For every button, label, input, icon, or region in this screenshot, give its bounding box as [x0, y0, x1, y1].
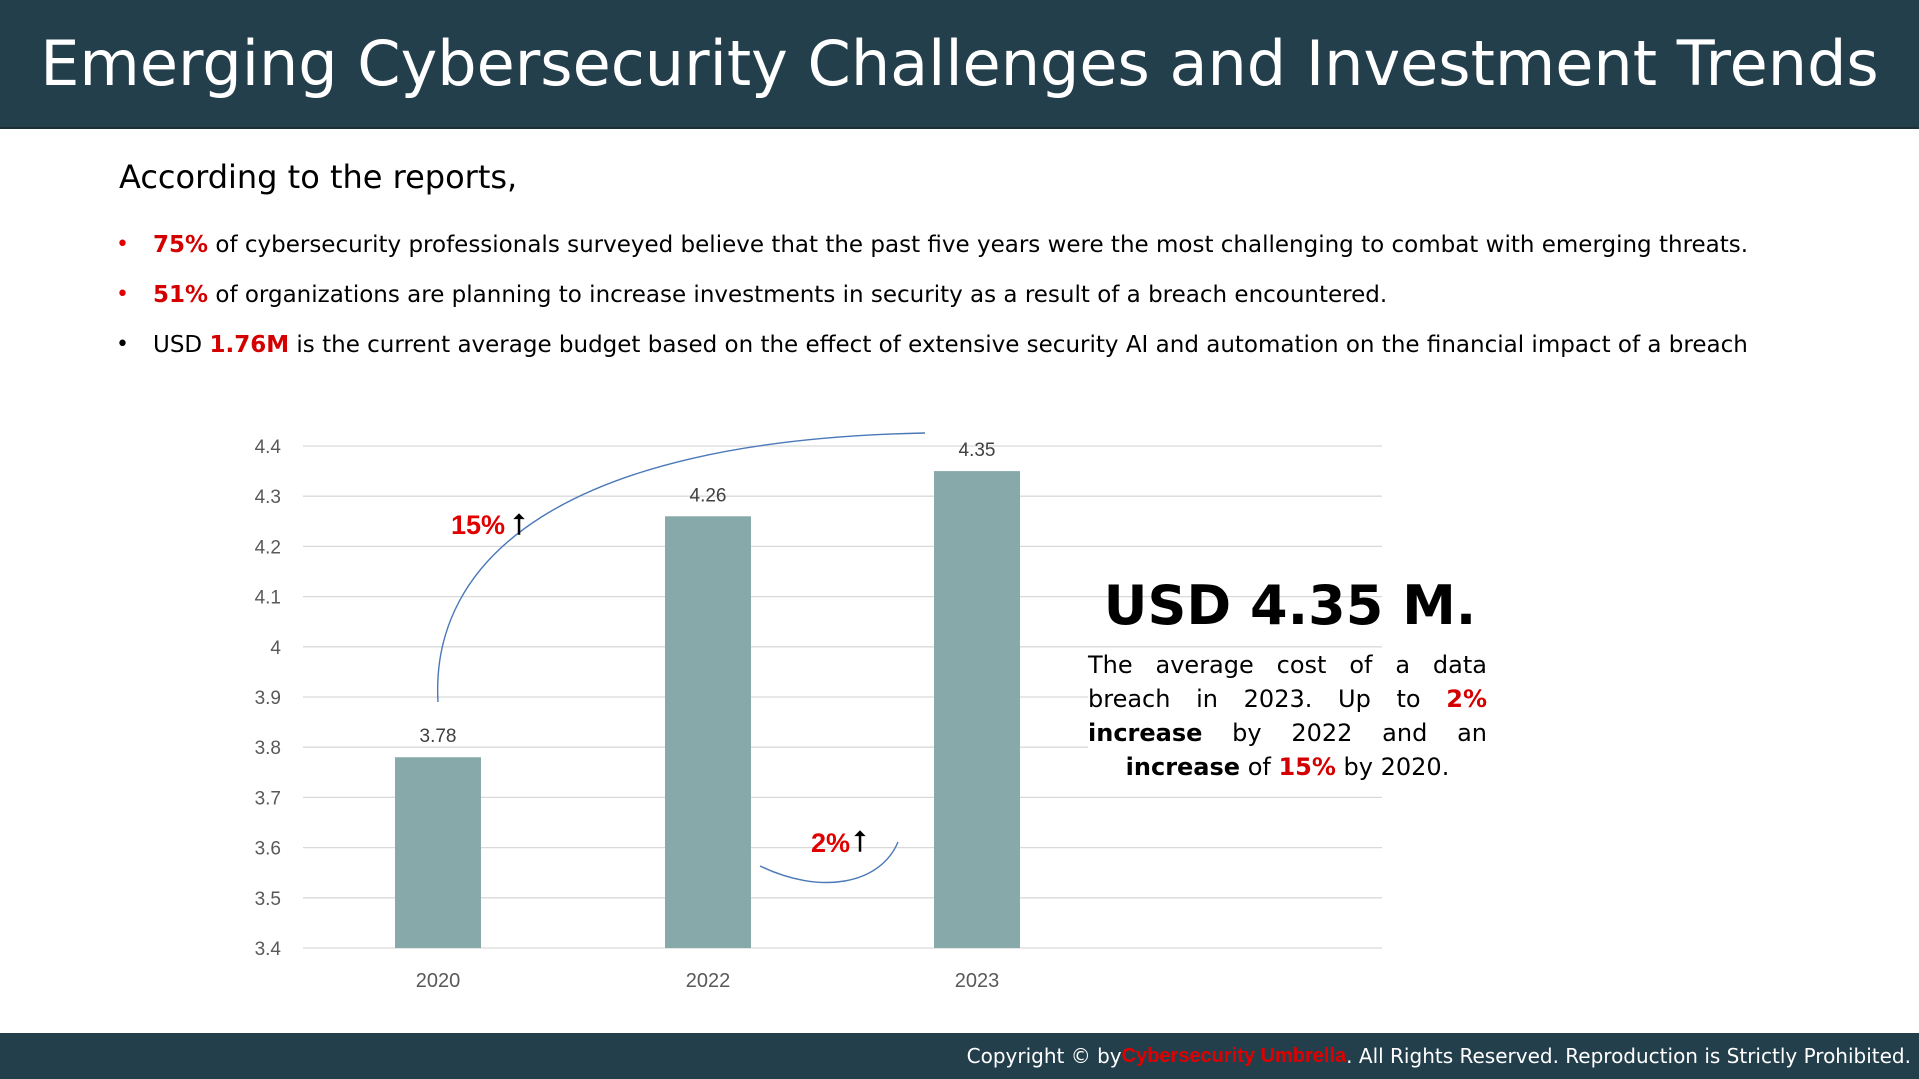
bar-2020 — [395, 757, 481, 948]
data-label-2022: 4.26 — [690, 485, 727, 506]
y-tick-label: 4.1 — [255, 588, 281, 609]
bullet-item-3: • USD 1.76M is the current average budge… — [110, 325, 1748, 375]
callout-bold: increase — [1088, 719, 1203, 747]
y-tick-label: 4.2 — [255, 537, 281, 558]
growth-arc-15 — [436, 432, 926, 703]
intro-text: According to the reports, — [119, 158, 518, 196]
title-bar: Emerging Cybersecurity Challenges and In… — [0, 0, 1919, 129]
bullet-text: is the current average budget based on t… — [289, 332, 1748, 358]
bullet-item-2: • 51% of organizations are planning to i… — [110, 275, 1748, 325]
callout-title: USD 4.35 M. — [1103, 574, 1477, 637]
callout-bold: increase — [1125, 753, 1241, 781]
callout-part: The average cost of a data breach in 202… — [1088, 651, 1487, 713]
callout-highlight: 2% — [1446, 685, 1487, 713]
callout-part: of — [1240, 753, 1279, 781]
annotation-15-label: 15% — [451, 510, 505, 540]
x-tick-label: 2023 — [955, 970, 1000, 992]
bar-2022 — [665, 516, 751, 948]
bars — [395, 471, 1020, 948]
y-tick-label: 4.3 — [255, 487, 281, 508]
bullet-dot: • — [116, 332, 129, 357]
footer: Copyright © by Cybersecurity Umbrella. A… — [0, 1033, 1919, 1079]
y-tick-label: 4.4 — [255, 437, 282, 458]
callout-highlight: 15% — [1278, 753, 1336, 781]
copyright-prefix: Copyright © by — [966, 1044, 1122, 1068]
x-tick-label: 2022 — [686, 970, 731, 992]
y-tick-label: 4 — [270, 638, 281, 659]
bullet-highlight: 51% — [153, 282, 209, 308]
y-tick-label: 3.8 — [255, 738, 281, 759]
y-tick-label: 3.7 — [255, 788, 281, 809]
annotation-2-arrow: ⭡ — [853, 825, 867, 860]
x-tick-label: 2020 — [416, 970, 461, 992]
data-label-2023: 4.35 — [959, 440, 996, 461]
y-tick-label: 3.4 — [255, 939, 282, 960]
annotation-2-label: 2% — [811, 828, 850, 858]
x-axis-ticks: 2020 2022 2023 — [416, 970, 1000, 992]
bullet-highlight: 1.76M — [209, 332, 290, 358]
growth-arc-2 — [759, 841, 899, 884]
data-label-2020: 3.78 — [420, 726, 457, 747]
copyright-suffix: . All Rights Reserved. Reproduction is S… — [1346, 1044, 1911, 1068]
brand-name: Cybersecurity Umbrella — [1121, 1044, 1347, 1067]
y-axis-ticks: 4.4 4.3 4.2 4.1 4 3.9 3.8 3.7 3.6 3.5 3.4 — [255, 437, 282, 960]
bullet-dot: • — [116, 282, 129, 307]
bullet-highlight: 75% — [153, 232, 209, 258]
bullet-text: of organizations are planning to increas… — [208, 282, 1388, 308]
bullet-text: of cybersecurity professionals surveyed … — [208, 232, 1749, 258]
y-tick-label: 3.6 — [255, 839, 281, 860]
y-tick-label: 3.5 — [255, 889, 281, 910]
bullet-dot: • — [116, 232, 129, 257]
bullet-item-1: • 75% of cybersecurity professionals sur… — [110, 225, 1748, 275]
y-tick-label: 3.9 — [255, 688, 281, 709]
annotation-15-arrow: ⭡ — [512, 508, 526, 543]
callout-part: by 2022 and an — [1202, 719, 1487, 747]
callout-text: The average cost of a data breach in 202… — [1088, 648, 1487, 784]
bullet-prefix: USD — [153, 332, 210, 358]
bullet-list: • 75% of cybersecurity professionals sur… — [110, 225, 1748, 375]
data-labels: 3.78 4.26 4.35 — [420, 440, 996, 747]
callout-part: by 2020. — [1335, 753, 1450, 781]
page-title: Emerging Cybersecurity Challenges and In… — [40, 27, 1879, 100]
annotations: 15% ⭡ 2% ⭡ — [436, 432, 926, 884]
bar-2023 — [934, 471, 1020, 948]
